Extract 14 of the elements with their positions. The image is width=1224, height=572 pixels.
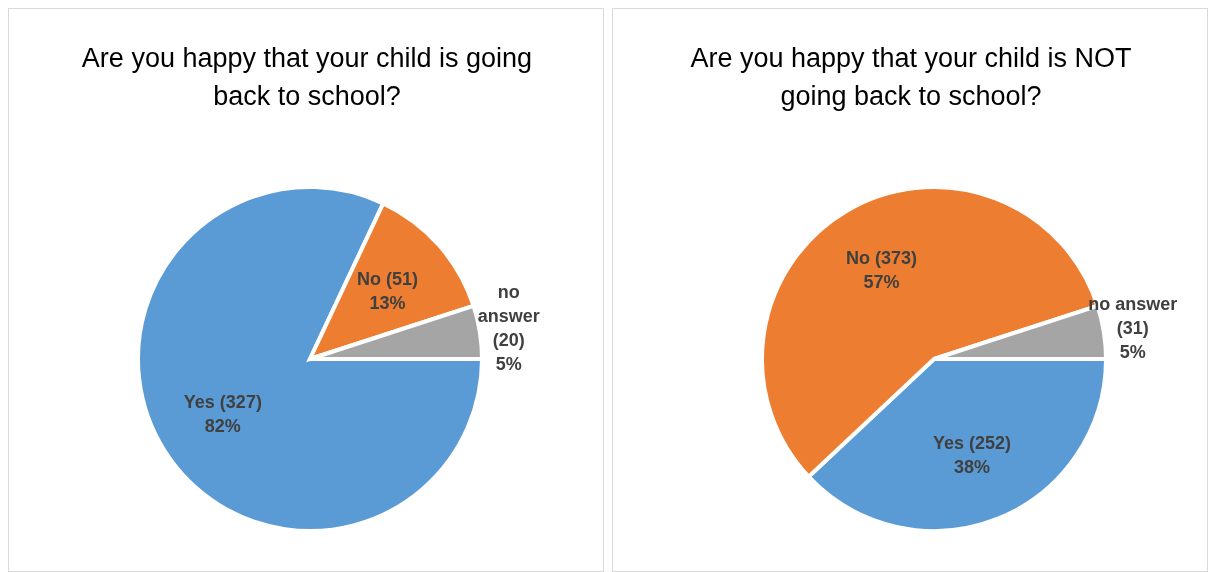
slice-label: no answer (20)	[477, 281, 540, 350]
slice-label: Yes (252)	[932, 432, 1012, 453]
slice-label: No (51)	[356, 268, 418, 289]
chart-title: Are you happy that your child is NOT going back to school?	[689, 42, 1133, 113]
slice-label: No (373)	[845, 248, 917, 269]
data-label: 38%	[953, 456, 991, 477]
data-label: 82%	[204, 416, 241, 437]
slice-label: no answer (31)	[1088, 293, 1178, 338]
slice-label: Yes (327)	[183, 392, 262, 413]
chart-title: Are you happy that your child is going back to school?	[80, 42, 534, 113]
data-label: 5%	[495, 353, 522, 374]
data-label: 5%	[1119, 341, 1146, 362]
data-label: 57%	[863, 272, 900, 293]
data-label: 13%	[369, 292, 406, 313]
